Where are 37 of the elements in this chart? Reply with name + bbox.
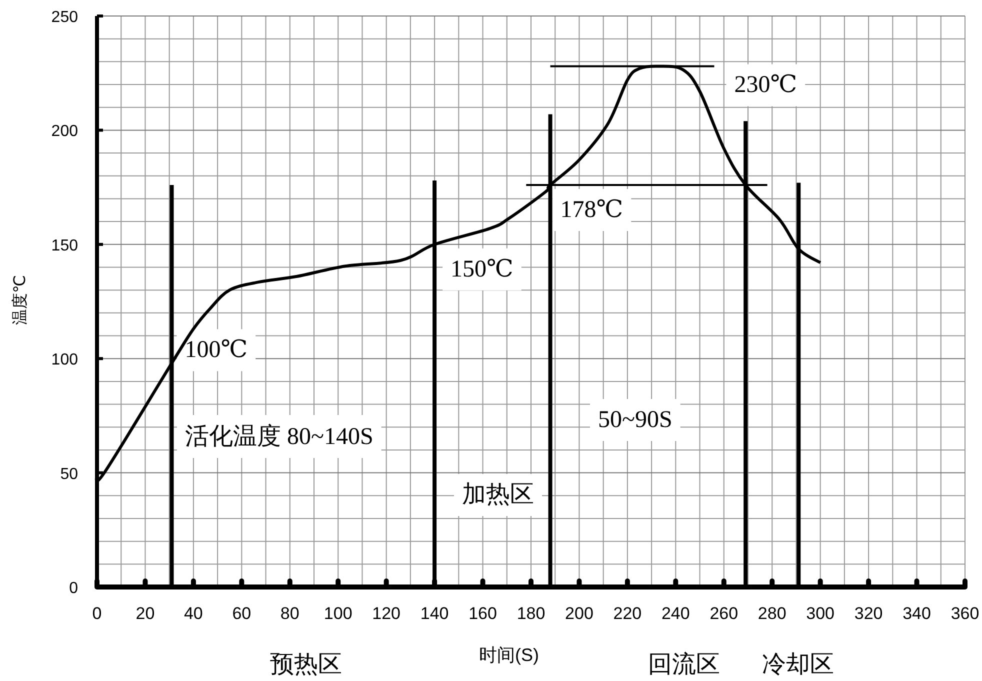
- annotation: 50~90S: [598, 407, 672, 433]
- x-tick-label: 60: [232, 604, 252, 623]
- x-tick-label: 80: [280, 604, 300, 623]
- y-tick-label: 200: [51, 123, 78, 140]
- x-tick-label: 300: [806, 604, 835, 623]
- x-tick-label: 320: [854, 604, 883, 623]
- y-tick-label: 150: [51, 237, 78, 254]
- y-tick-label: 100: [51, 352, 78, 369]
- x-tick-label: 100: [324, 604, 352, 623]
- text: 预热区: [270, 652, 342, 678]
- x-tick-label: 340: [902, 604, 931, 623]
- x-tick-label: 220: [613, 604, 642, 623]
- x-tick-label: 180: [516, 604, 546, 623]
- text: 冷却区: [762, 652, 834, 678]
- y-axis-title: 温度℃: [11, 275, 29, 325]
- y-tick-label: 250: [51, 9, 78, 26]
- x-tick-label: 360: [950, 604, 980, 623]
- y-tick-label: 50: [60, 466, 78, 483]
- x-tick-label: 160: [468, 604, 497, 623]
- annotation: 100℃: [184, 337, 248, 364]
- y-tick-label: 0: [69, 580, 78, 597]
- x-tick-label: 20: [136, 604, 155, 623]
- x-tick-label: 240: [661, 604, 690, 623]
- annotation: 加热区: [462, 482, 534, 508]
- x-tick-label: 120: [372, 604, 401, 623]
- x-tick-label: 280: [758, 604, 786, 623]
- annotation: 150℃: [450, 256, 514, 282]
- annotation: 活化温度 80~140S: [185, 423, 374, 450]
- x-axis-title: 时间(S): [479, 645, 539, 665]
- x-tick-label: 260: [710, 604, 738, 623]
- x-tick-label: 0: [92, 604, 102, 623]
- annotation: 178℃: [560, 197, 624, 224]
- x-tick-label: 140: [420, 604, 449, 623]
- text: 回流区: [648, 651, 720, 678]
- annotation: 230℃: [734, 72, 798, 98]
- x-tick-label: 200: [565, 604, 594, 623]
- x-tick-label: 40: [184, 604, 203, 623]
